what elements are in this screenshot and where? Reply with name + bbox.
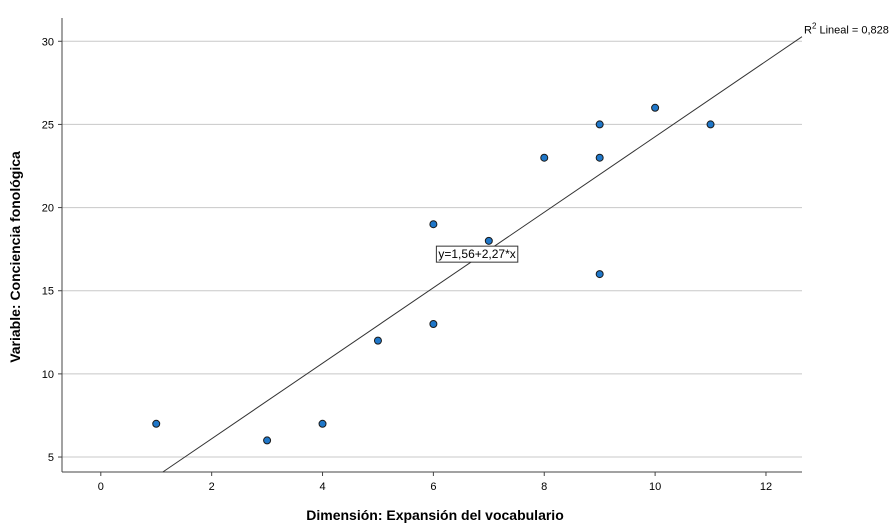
x-axis-title: Dimensión: Expansión del vocabulario <box>306 507 564 523</box>
x-tick-labels: 0 2 4 6 8 10 12 <box>98 472 772 493</box>
ytick-label-30: 30 <box>42 36 54 48</box>
equation-box: y=1,56+2,27*x <box>435 245 519 263</box>
ytick-label-20: 20 <box>42 203 54 215</box>
data-point-8 <box>540 153 549 162</box>
data-point-7 <box>484 236 493 245</box>
data-point-11 <box>595 270 604 279</box>
xtick-label-10: 10 <box>649 481 661 493</box>
data-point-2 <box>263 436 272 445</box>
ytick-label-5: 5 <box>48 452 54 464</box>
r2-value: Lineal = 0,828 <box>816 25 888 37</box>
r2-prefix: R <box>804 25 812 37</box>
data-point-10 <box>595 153 604 162</box>
equation-label: y=1,56+2,27*x <box>438 247 515 261</box>
xtick-label-12: 12 <box>760 481 772 493</box>
y-tick-labels: 5 10 15 20 25 30 <box>42 36 62 464</box>
data-point-9 <box>595 120 604 129</box>
r2-superscript: 2 <box>812 22 817 31</box>
xtick-label-0: 0 <box>98 481 104 493</box>
grid-lines <box>62 40 802 458</box>
data-point-4 <box>373 336 382 345</box>
r2-label: R2 Lineal = 0,828 <box>804 22 889 37</box>
data-point-13 <box>706 120 715 129</box>
axes <box>61 18 802 473</box>
ytick-label-25: 25 <box>42 119 54 131</box>
xtick-label-2: 2 <box>209 481 215 493</box>
xtick-label-6: 6 <box>430 481 436 493</box>
data-point-1 <box>152 419 161 428</box>
data-point-5 <box>429 220 438 229</box>
data-points <box>152 103 715 445</box>
data-point-6 <box>429 319 438 328</box>
data-point-12 <box>651 103 660 112</box>
ytick-label-10: 10 <box>42 369 54 381</box>
data-point-3 <box>318 419 327 428</box>
y-axis-title: Variable: Conciencia fonológica <box>7 151 23 363</box>
xtick-label-4: 4 <box>319 481 325 493</box>
ytick-label-15: 15 <box>42 286 54 298</box>
equation-box-border <box>435 245 519 263</box>
xtick-label-8: 8 <box>541 481 547 493</box>
